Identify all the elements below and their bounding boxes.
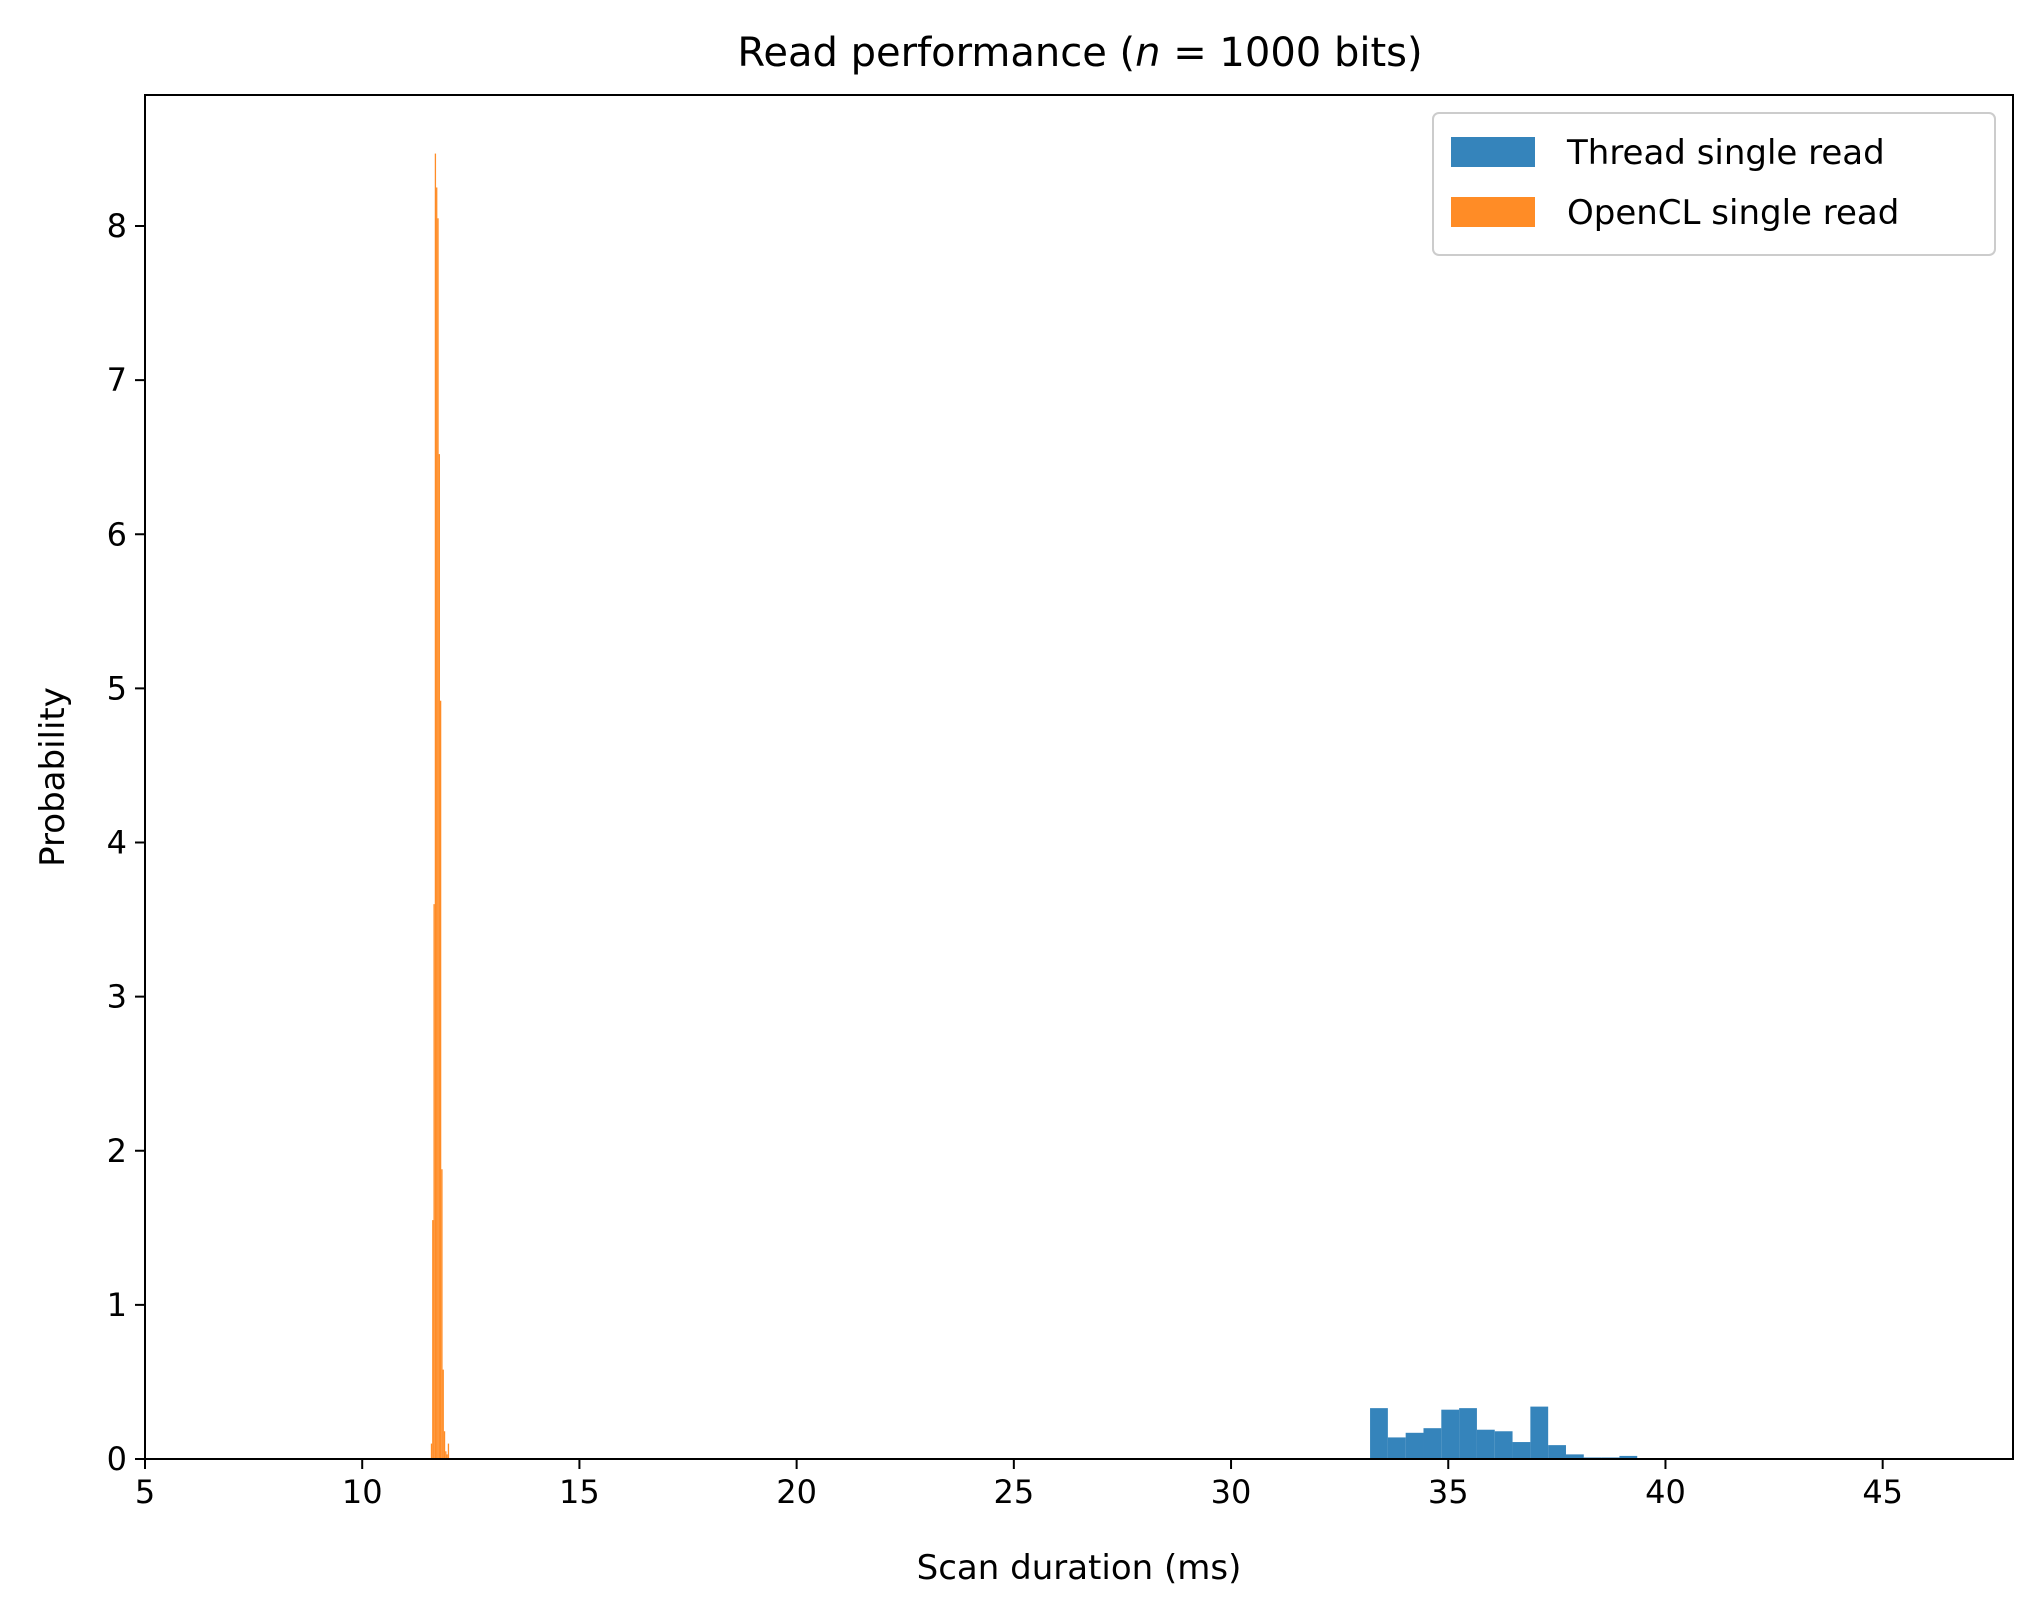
histogram-bar-thread-8 [1512,1442,1531,1459]
histogram-bar-opencl-0 [430,1443,433,1459]
histogram-bars [430,153,1638,1460]
chart-title: Read performance (n = 1000 bits) [737,30,1422,76]
histogram-bar-opencl-4 [436,187,438,1460]
histogram-bar-thread-4 [1441,1409,1460,1459]
histogram-bar-opencl-12 [446,1454,448,1459]
x-tick-label: 45 [1862,1473,1903,1511]
x-tick-label: 30 [1211,1473,1252,1511]
x-tick-label: 25 [993,1473,1034,1511]
legend-label-opencl: OpenCL single read [1567,193,1899,233]
histogram-bar-opencl-1 [432,1220,434,1459]
x-axis-ticks: 5 10 15 20 25 30 35 40 45 [135,1459,1903,1511]
y-tick-label: 1 [107,1286,127,1324]
y-tick-label: 8 [107,207,127,245]
y-tick-label: 3 [107,978,127,1016]
histogram-bar-opencl-6 [438,454,440,1459]
y-tick-label: 7 [107,361,127,399]
x-tick-label: 35 [1428,1473,1469,1511]
x-tick-label: 40 [1645,1473,1686,1511]
histogram-bar-thread-14 [1619,1455,1638,1459]
x-tick-label: 20 [776,1473,817,1511]
x-tick-label: 5 [135,1473,155,1511]
legend-label-thread: Thread single read [1566,133,1885,173]
legend-box [1432,112,1996,256]
legend: Thread single read OpenCL single read [1432,112,1996,256]
histogram-bar-thread-0 [1370,1408,1388,1459]
histogram-bar-thread-7 [1494,1431,1513,1459]
histogram-bar-opencl-7 [439,700,442,1459]
legend-swatch-thread [1451,137,1535,167]
histogram-bar-opencl-13 [447,1443,450,1459]
histogram-bar-thread-3 [1423,1428,1442,1459]
histogram-bar-opencl-3 [434,153,437,1459]
y-axis-label: Probability [33,687,73,867]
histogram-bar-thread-10 [1548,1445,1566,1459]
histogram-bar-thread-9 [1530,1406,1549,1459]
histogram-bar-opencl-8 [441,1169,443,1459]
histogram-bar-opencl-2 [433,904,435,1459]
x-axis-label: Scan duration (ms) [917,1548,1242,1588]
legend-swatch-opencl [1451,197,1535,227]
y-tick-label: 5 [107,669,127,707]
x-tick-label: 15 [559,1473,600,1511]
histogram-bar-opencl-5 [437,218,439,1459]
x-tick-label: 10 [342,1473,383,1511]
y-tick-label: 6 [107,515,127,553]
histogram-bar-thread-1 [1387,1437,1406,1459]
histogram-bar-opencl-9 [442,1369,444,1459]
histogram-bar-opencl-10 [443,1431,446,1459]
histogram-bar-opencl-11 [445,1451,447,1459]
y-tick-label: 2 [107,1132,127,1170]
plot-frame [144,94,2014,1460]
histogram-bar-thread-2 [1405,1432,1424,1459]
y-tick-label: 0 [107,1440,127,1478]
histogram-bar-thread-6 [1476,1429,1495,1459]
histogram-bar-thread-11 [1565,1454,1584,1459]
y-axis-ticks: 0 1 2 3 4 5 6 7 8 [107,207,145,1478]
y-tick-label: 4 [107,824,127,862]
histogram-bar-thread-5 [1459,1408,1477,1459]
